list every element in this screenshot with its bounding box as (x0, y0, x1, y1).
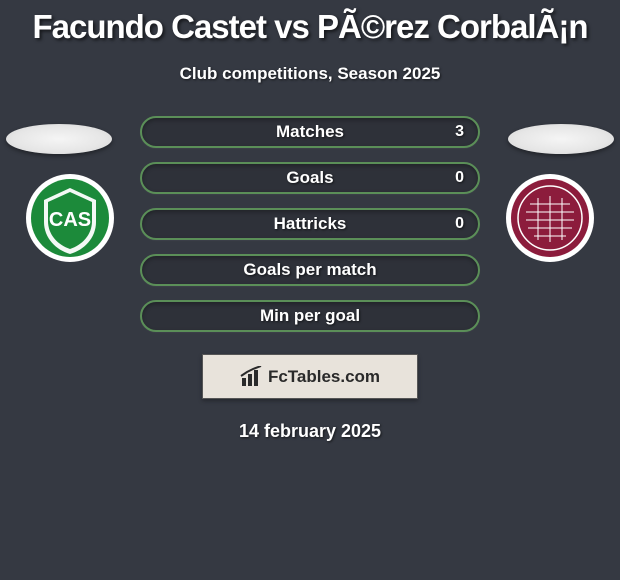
stat-label: Goals per match (243, 260, 376, 280)
shield-icon: CAS (20, 174, 120, 268)
stat-label: Goals (286, 168, 333, 188)
date: 14 february 2025 (0, 421, 620, 442)
page-title: Facundo Castet vs PÃ©rez CorbalÃ¡n (0, 0, 620, 46)
stat-value-right: 0 (455, 169, 464, 187)
stat-row: Goals 0 (140, 162, 480, 194)
stat-value-right: 0 (455, 215, 464, 233)
player-silhouette-right (508, 124, 614, 154)
player-silhouette-left (6, 124, 112, 154)
logo-box: FcTables.com (202, 354, 418, 399)
stat-row: Hattricks 0 (140, 208, 480, 240)
stat-label: Matches (276, 122, 344, 142)
badge-left-text: CAS (49, 209, 91, 231)
logo-text: FcTables.com (268, 367, 380, 387)
subtitle: Club competitions, Season 2025 (0, 64, 620, 84)
club-badge-left: CAS (20, 174, 120, 268)
circle-badge-icon (500, 174, 600, 268)
stat-value-right: 3 (455, 123, 464, 141)
stat-row: Matches 3 (140, 116, 480, 148)
stat-label: Min per goal (260, 306, 360, 326)
stat-label: Hattricks (274, 214, 347, 234)
stat-rows: Matches 3 Goals 0 Hattricks 0 Goals per match M… (140, 116, 480, 332)
bar-chart-icon (240, 366, 266, 388)
stat-row: Goals per match (140, 254, 480, 286)
stat-row: Min per goal (140, 300, 480, 332)
club-badge-right (500, 174, 600, 268)
